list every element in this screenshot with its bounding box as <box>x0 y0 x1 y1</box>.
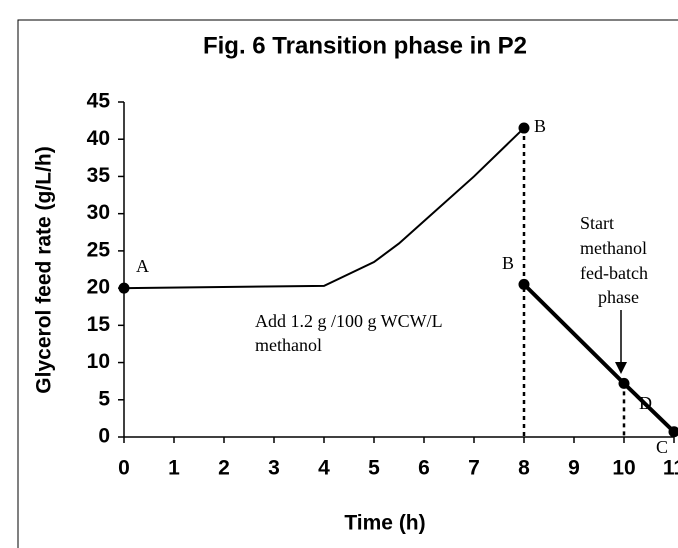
y-axis-label: Glycerol feed rate (g/L/h) <box>33 146 56 393</box>
y-tick-label: 0 <box>98 425 110 448</box>
annotation: methanol <box>255 335 322 355</box>
y-tick-label: 5 <box>98 387 110 410</box>
arrow-head <box>615 362 627 374</box>
y-tick-label: 15 <box>87 313 111 336</box>
point <box>118 282 130 294</box>
x-tick-label: 8 <box>518 457 530 480</box>
annotation: A <box>136 256 149 276</box>
annotation: B <box>502 253 514 273</box>
x-tick-label: 1 <box>168 457 180 480</box>
y-tick-label: 40 <box>87 127 110 150</box>
annotation: methanol <box>580 238 647 258</box>
y-tick-label: 35 <box>87 164 111 187</box>
annotation: phase <box>598 287 639 307</box>
y-tick-label: 25 <box>87 238 111 261</box>
x-tick-label: 11 <box>663 457 678 480</box>
y-tick-label: 10 <box>87 350 110 373</box>
x-tick-label: 10 <box>612 457 635 480</box>
y-tick-label: 30 <box>87 201 110 224</box>
x-tick-label: 3 <box>268 457 280 480</box>
y-tick-label: 45 <box>87 90 111 113</box>
annotation: B <box>534 116 546 136</box>
x-tick-label: 6 <box>418 457 430 480</box>
y-tick-label: 20 <box>87 276 110 299</box>
line <box>123 127 525 290</box>
point <box>618 377 630 389</box>
point <box>518 278 530 290</box>
x-tick-label: 7 <box>468 457 480 480</box>
x-tick-label: 2 <box>218 457 230 480</box>
chart-title: Fig. 6 Transition phase in P2 <box>203 32 527 59</box>
x-axis-label: Time (h) <box>344 512 425 535</box>
annotation: C <box>656 437 668 457</box>
annotation: Add 1.2 g /100 g WCW/L <box>255 311 443 331</box>
annotation: Start <box>580 213 614 233</box>
annotation: D <box>639 393 652 413</box>
x-tick-label: 9 <box>568 457 580 480</box>
point <box>518 122 530 134</box>
x-tick-label: 4 <box>318 457 330 480</box>
point <box>668 426 678 438</box>
annotation: fed-batch <box>580 263 648 283</box>
x-tick-label: 5 <box>368 457 380 480</box>
x-tick-label: 0 <box>118 457 130 480</box>
frame <box>17 19 678 548</box>
